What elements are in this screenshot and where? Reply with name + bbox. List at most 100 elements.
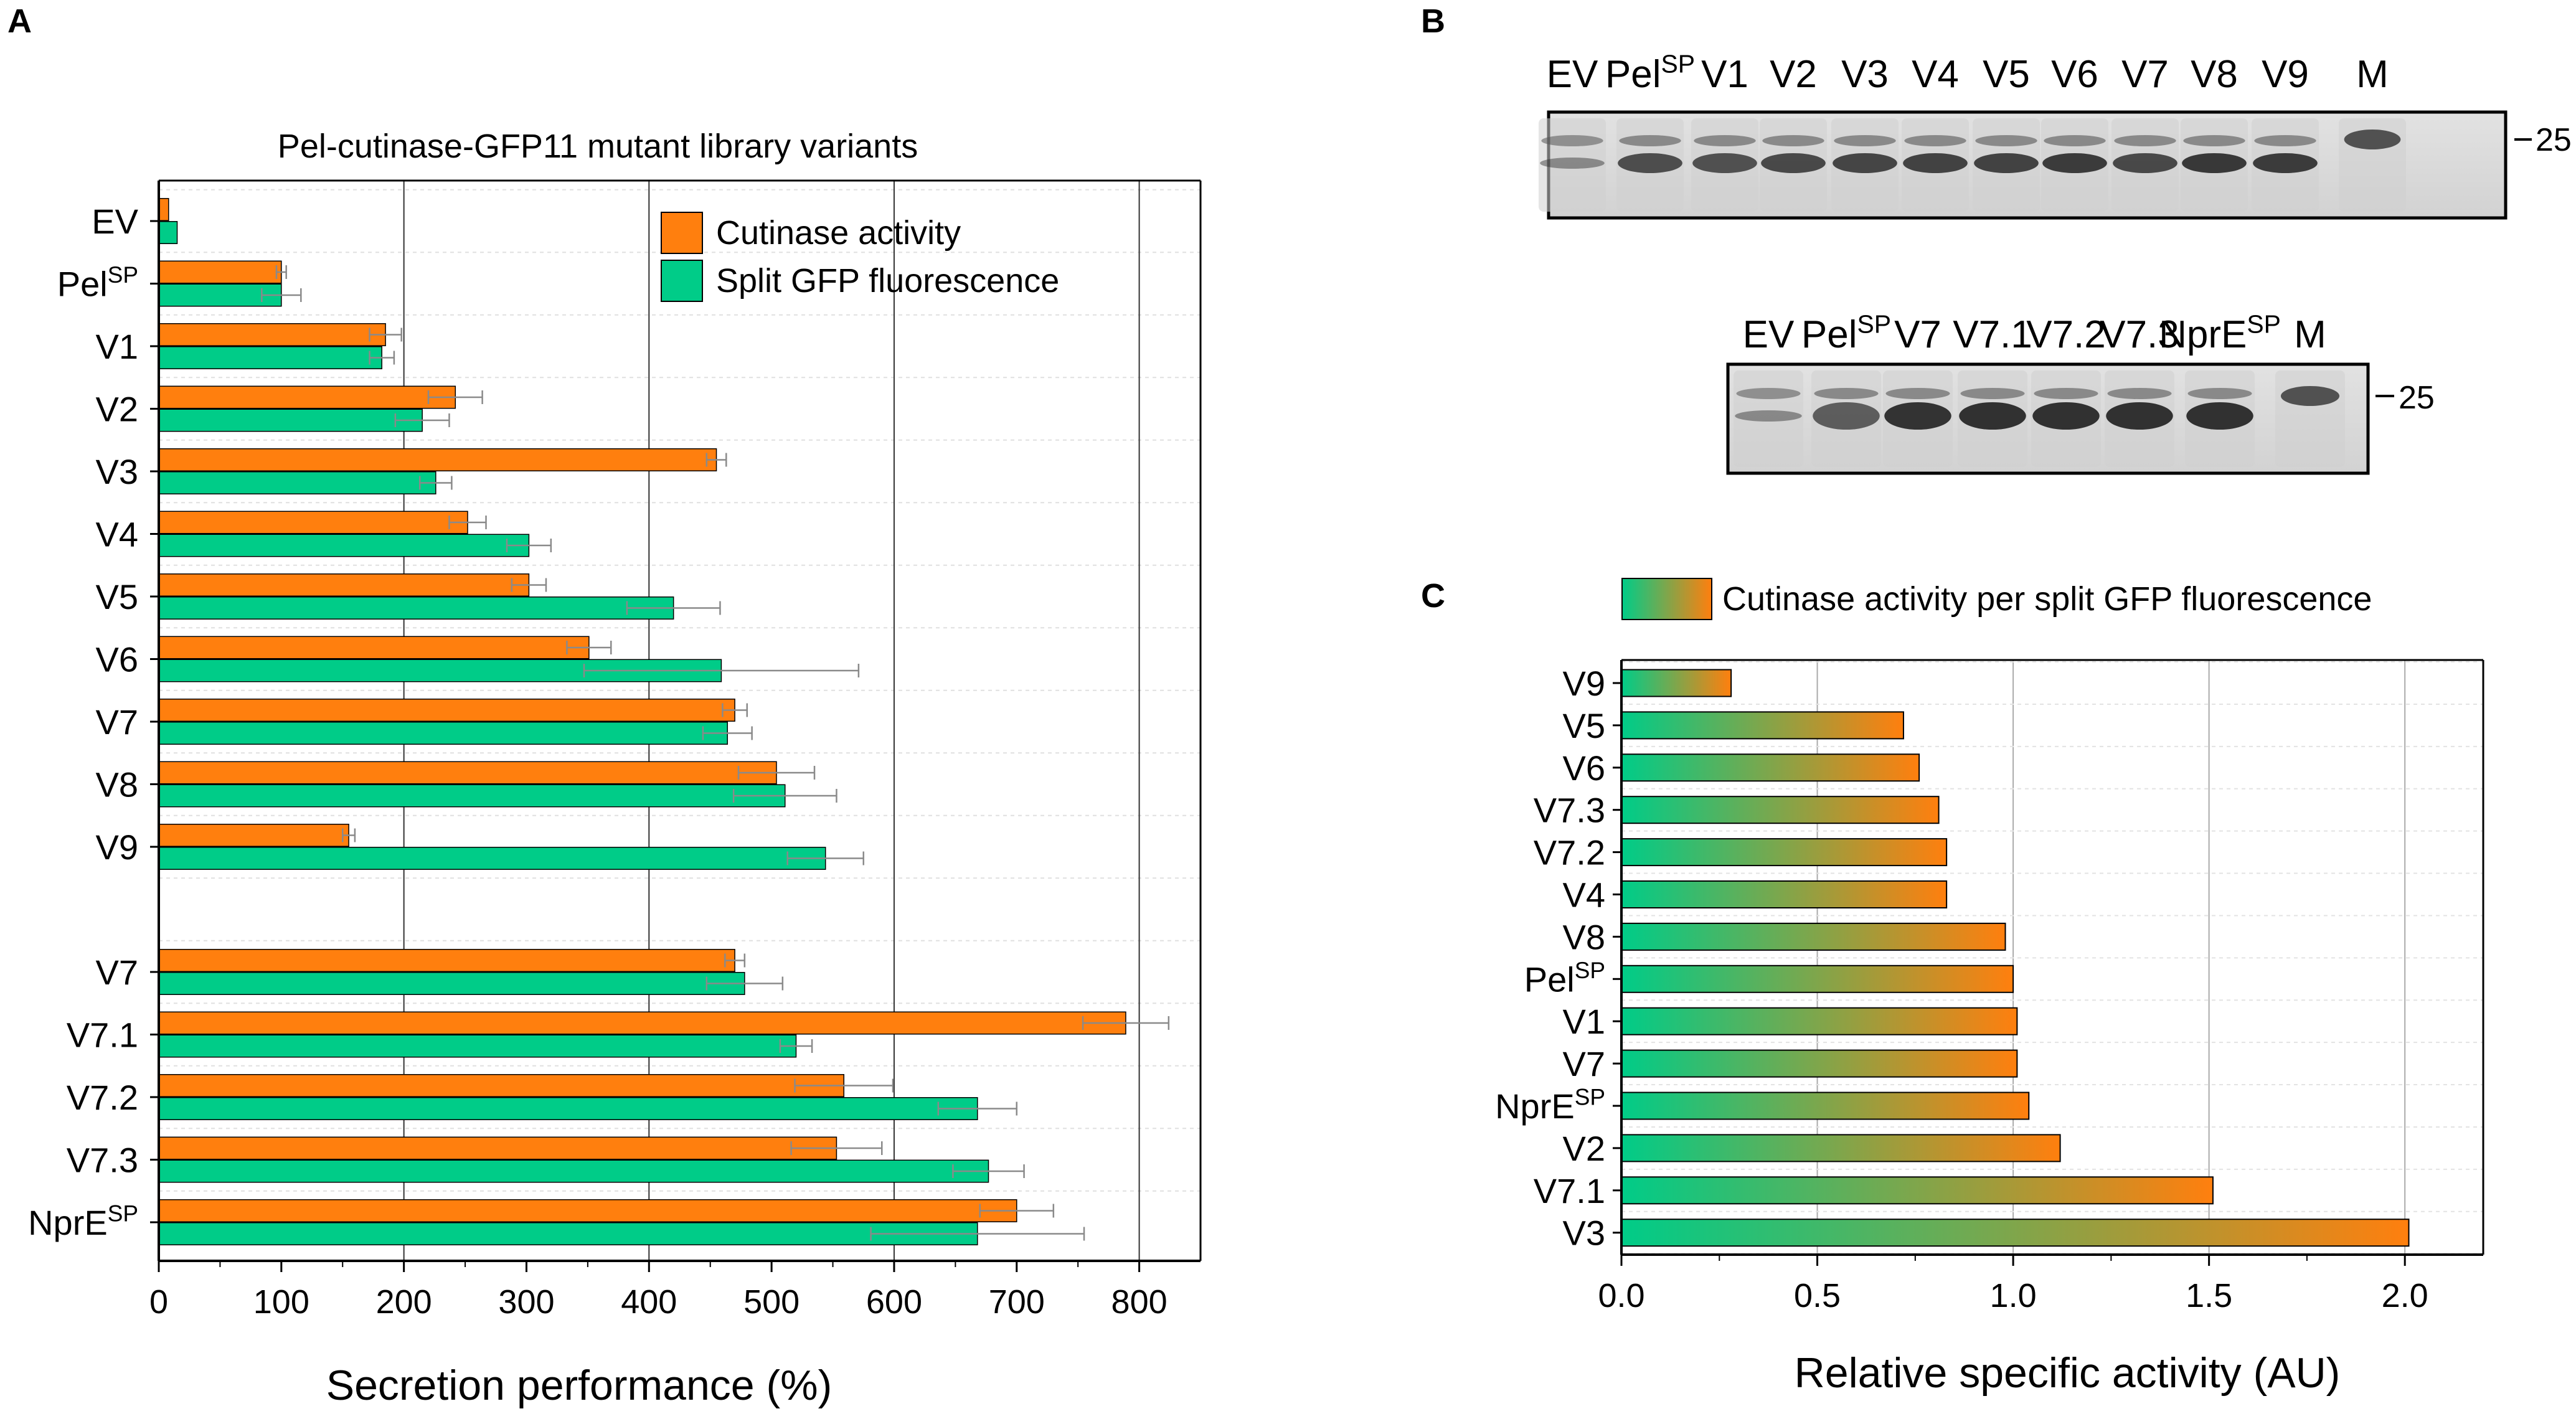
- category-label: V2: [1563, 1129, 1606, 1168]
- legend-label-gfp: Split GFP fluorescence: [716, 262, 1059, 299]
- category-label: V1: [96, 327, 139, 366]
- x-tick-label: 0.5: [1794, 1277, 1841, 1314]
- x-tick-label: 200: [376, 1283, 432, 1321]
- bar-cutinase: [158, 761, 777, 785]
- chart-a-bars: [158, 198, 1170, 1245]
- gel-band-main: [2182, 153, 2247, 173]
- gel-lane-label: NprESP: [2159, 309, 2281, 356]
- category-label: V3: [96, 452, 139, 491]
- bar-specific-activity: [1621, 922, 2006, 951]
- x-tick-label: 300: [498, 1283, 554, 1321]
- bar-gfp: [158, 471, 436, 494]
- bar-cutinase: [158, 1199, 1017, 1222]
- gel-band-upper: [1834, 135, 1896, 146]
- category-label: V7.2: [1534, 833, 1605, 872]
- gel-band-upper: [1814, 388, 1879, 399]
- category-label: V1: [1563, 1002, 1606, 1041]
- category-label: V9: [96, 828, 139, 867]
- gel-band-upper: [1619, 135, 1681, 146]
- gel-band-upper: [2183, 135, 2245, 146]
- chart-a-legend: Cutinase activity Split GFP fluorescence: [661, 212, 1059, 302]
- chart-a-category-labels: EV PelSP V1 V2 V3 V4 V5 V6 V7 V8 V9 V7 V7.1 V7.2 V7.3 N…: [28, 202, 139, 1242]
- category-label: V7.2: [67, 1078, 138, 1117]
- chart-a-x-axis-label: Secretion performance (%): [326, 1362, 833, 1409]
- bar-cutinase: [158, 1074, 844, 1097]
- bar-gfp: [158, 346, 382, 369]
- bar-specific-activity: [1621, 1092, 2030, 1120]
- category-label: V8: [1563, 917, 1606, 956]
- gel-band-marker: [2280, 386, 2340, 406]
- category-label: V9: [1563, 664, 1606, 703]
- gel-band-upper: [1904, 135, 1966, 146]
- gel-top: EV PelSP V1 V2 V3 V4 V5 V6 V7 V8 V9 M 25: [1539, 49, 2572, 220]
- gel-band-main: [2032, 402, 2100, 430]
- bar-cutinase: [158, 699, 735, 722]
- bar-gfp: [158, 972, 745, 995]
- gel-lane-label: V7.1: [1953, 313, 2032, 356]
- x-tick-label: 600: [866, 1283, 922, 1321]
- bar-specific-activity: [1621, 838, 1948, 867]
- gel-band-upper: [2187, 388, 2252, 399]
- gel-band-marker: [2344, 130, 2401, 149]
- gel-band-main: [1540, 158, 1605, 169]
- bar-specific-activity: [1621, 796, 1940, 824]
- gel-band-main: [1761, 153, 1826, 173]
- bar-gfp: [158, 784, 786, 808]
- gel-lane-label: PelSP: [1801, 309, 1891, 356]
- bar-gfp: [158, 408, 423, 432]
- bar-specific-activity: [1621, 711, 1904, 740]
- bar-specific-activity: [1621, 1049, 2018, 1078]
- gel-lane-label: V7.3: [2100, 313, 2179, 356]
- gel-lane-label: PelSP: [1605, 49, 1695, 96]
- gel-band-main: [1813, 402, 1880, 430]
- bar-specific-activity: [1621, 1007, 2018, 1035]
- category-label: EV: [92, 202, 138, 241]
- bar-specific-activity: [1621, 1176, 2214, 1205]
- chart-a-title: Pel-cutinase-GFP11 mutant library varian…: [278, 128, 918, 165]
- x-tick-label: 2.0: [2382, 1277, 2428, 1314]
- panel-label-b: B: [1421, 2, 1445, 40]
- gel-lane-label: V9: [2262, 53, 2309, 96]
- gel-band-main: [2042, 153, 2107, 173]
- gel-band-main: [2106, 402, 2173, 430]
- gel-top-bands: [1539, 118, 2406, 212]
- gel-band-main: [2253, 153, 2318, 173]
- legend-label-cutinase: Cutinase activity: [716, 214, 961, 252]
- gel-lane-label: V6: [2051, 53, 2098, 96]
- gel-top-marker-label: 25: [2536, 122, 2572, 158]
- bar-cutinase: [158, 323, 386, 346]
- bar-cutinase: [158, 385, 456, 409]
- panel-label-a: A: [7, 2, 32, 40]
- bar-cutinase: [158, 198, 169, 221]
- gel-band-upper: [1694, 135, 1756, 146]
- gel-bottom-bands: [1734, 370, 2345, 467]
- chart-c-legend-swatch: [1621, 578, 1712, 620]
- gel-band-main: [1833, 153, 1897, 173]
- bar-cutinase: [158, 573, 530, 596]
- x-tick-label: 0.0: [1598, 1277, 1644, 1314]
- category-label: V6: [1563, 748, 1606, 788]
- bar-cutinase: [158, 511, 468, 534]
- chart-c-x-axis-label: Relative specific activity (AU): [1795, 1349, 2341, 1397]
- gel-lane-label: V8: [2191, 53, 2238, 96]
- chart-a-axes: 0 100 200 300 400 500 600 700 800: [149, 179, 1202, 1321]
- category-label: V7: [96, 953, 139, 992]
- bar-gfp: [158, 596, 674, 620]
- gel-band-upper: [1975, 135, 2037, 146]
- bar-gfp: [158, 722, 729, 745]
- chart-c-axes: 0.0 0.5 1.0 1.5 2.0: [1598, 659, 2484, 1314]
- bar-gfp: [158, 221, 178, 244]
- bar-cutinase: [158, 448, 717, 471]
- bar-specific-activity: [1621, 1134, 2061, 1162]
- legend-swatch-gfp: [661, 260, 703, 302]
- bar-cutinase: [158, 260, 282, 284]
- bar-specific-activity: [1621, 880, 1948, 908]
- category-label: V7: [96, 702, 139, 742]
- gel-lane-label: M: [2356, 53, 2389, 96]
- category-label: V6: [96, 640, 139, 679]
- bar-gfp: [158, 1222, 978, 1245]
- bar-gfp: [158, 1097, 978, 1120]
- category-label: V7.1: [1534, 1171, 1605, 1210]
